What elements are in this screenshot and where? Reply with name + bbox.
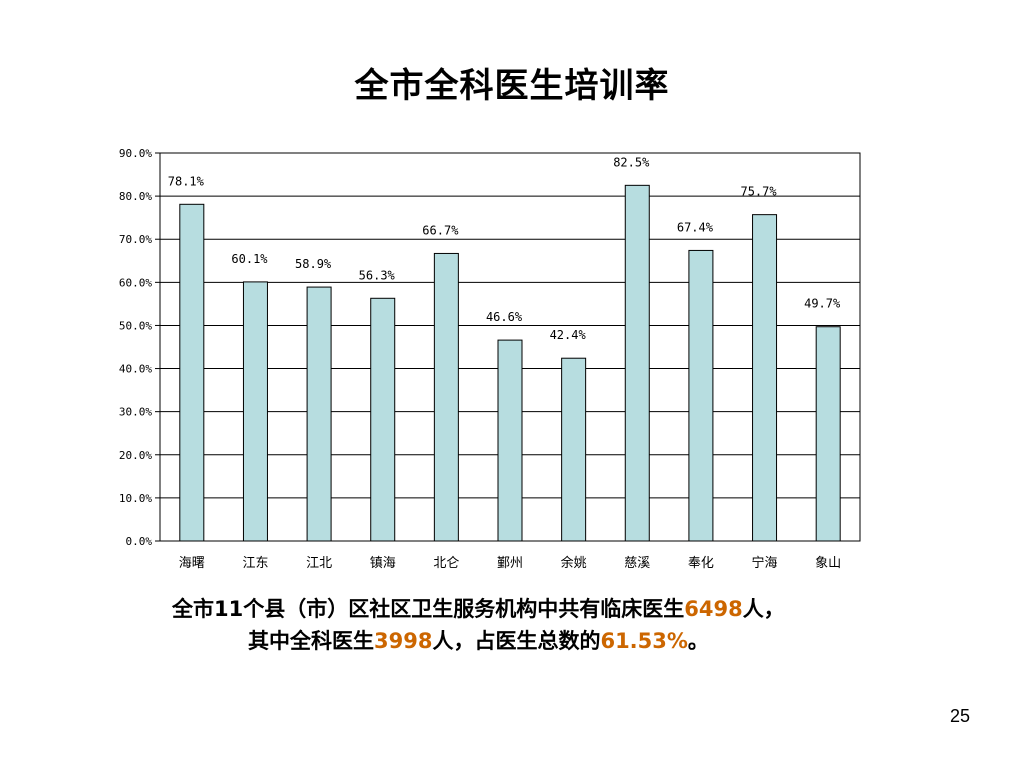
summary-text-2a: 其中全科医生 (248, 629, 374, 653)
bar (306, 286, 332, 542)
category-label: 镇海 (370, 556, 396, 571)
gp-percentage: 61.53% (600, 629, 688, 653)
page-title: 全市全科医生培训率 (354, 66, 670, 106)
bar (752, 214, 778, 542)
data-label: 67.4% (677, 220, 714, 234)
data-label: 66.7% (422, 223, 459, 237)
data-label: 58.9% (295, 257, 332, 271)
bar (242, 281, 268, 542)
category-label: 余姚 (561, 555, 587, 571)
category-label: 奉化 (688, 556, 714, 571)
bar (433, 252, 459, 542)
category-label: 江东 (242, 556, 268, 571)
chart-canvas: 78.1% 60.1% 58.9% 56.3% 66.7% 46.6% 42.4% 82.5%… (119, 147, 861, 571)
y-tick-label: 20.0% (119, 449, 152, 462)
y-tick-label: 40.0% (119, 363, 152, 376)
y-tick-label: 70.0% (119, 233, 152, 246)
data-label: 82.5% (613, 155, 650, 169)
data-label: 49.7% (804, 297, 841, 311)
gp-count: 3998 (374, 629, 433, 653)
category-label: 海曙 (179, 556, 205, 571)
plot-frame (159, 152, 861, 542)
summary-text-2b: 人，占医生总数的 (432, 629, 601, 653)
y-tick-label: 90.0% (119, 147, 152, 160)
axes: 0.0% 10.0% 20.0% 30.0% 40.0% 50.0% 60.0% 70.0% 8… (119, 147, 861, 571)
data-label: 75.7% (740, 185, 777, 199)
bar (370, 297, 396, 542)
category-label: 宁海 (752, 555, 778, 571)
page-number: 25 (949, 706, 970, 726)
category-label: 北仑 (433, 556, 459, 571)
bar (561, 357, 587, 542)
bars (179, 184, 841, 542)
summary-text-1a: 全市11个县（市）区社区卫生服务机构中共有临床医生 (172, 597, 685, 621)
bar (688, 249, 714, 542)
bar (179, 203, 205, 542)
bar-chart: 78.1% 60.1% 58.9% 56.3% 66.7% 46.6% 42.4% 82.5%… (119, 147, 861, 571)
y-tick-label: 60.0% (119, 276, 152, 289)
y-tick-label: 10.0% (119, 492, 152, 505)
y-tick-label: 80.0% (119, 190, 152, 203)
clinical-doctor-count: 6498 (684, 597, 743, 621)
bar (497, 339, 523, 542)
summary-text-2c: 。 (687, 629, 709, 653)
category-label: 鄞州 (497, 556, 523, 571)
bar (815, 326, 841, 542)
data-label: 60.1% (231, 252, 268, 266)
data-label: 56.3% (359, 268, 396, 282)
y-tick-label: 50.0% (119, 319, 152, 332)
y-tick-label: 30.0% (119, 406, 152, 419)
category-label: 江北 (306, 556, 332, 571)
data-label: 42.4% (550, 328, 587, 342)
category-label: 象山 (815, 556, 841, 571)
data-label: 46.6% (486, 310, 523, 324)
y-tick-label: 0.0% (126, 535, 153, 548)
summary-line-2: 其中全科医生3998人，占医生总数的61.53%。 (248, 625, 709, 657)
category-label: 慈溪 (624, 556, 650, 571)
bar (624, 184, 650, 542)
summary-text-1b: 人， (742, 597, 785, 621)
data-label: 78.1% (168, 174, 205, 188)
data-labels: 78.1% 60.1% 58.9% 56.3% 66.7% 46.6% 42.4% 82.5%… (168, 155, 841, 342)
summary-line-1: 全市11个县（市）区社区卫生服务机构中共有临床医生6498人， (172, 593, 785, 625)
